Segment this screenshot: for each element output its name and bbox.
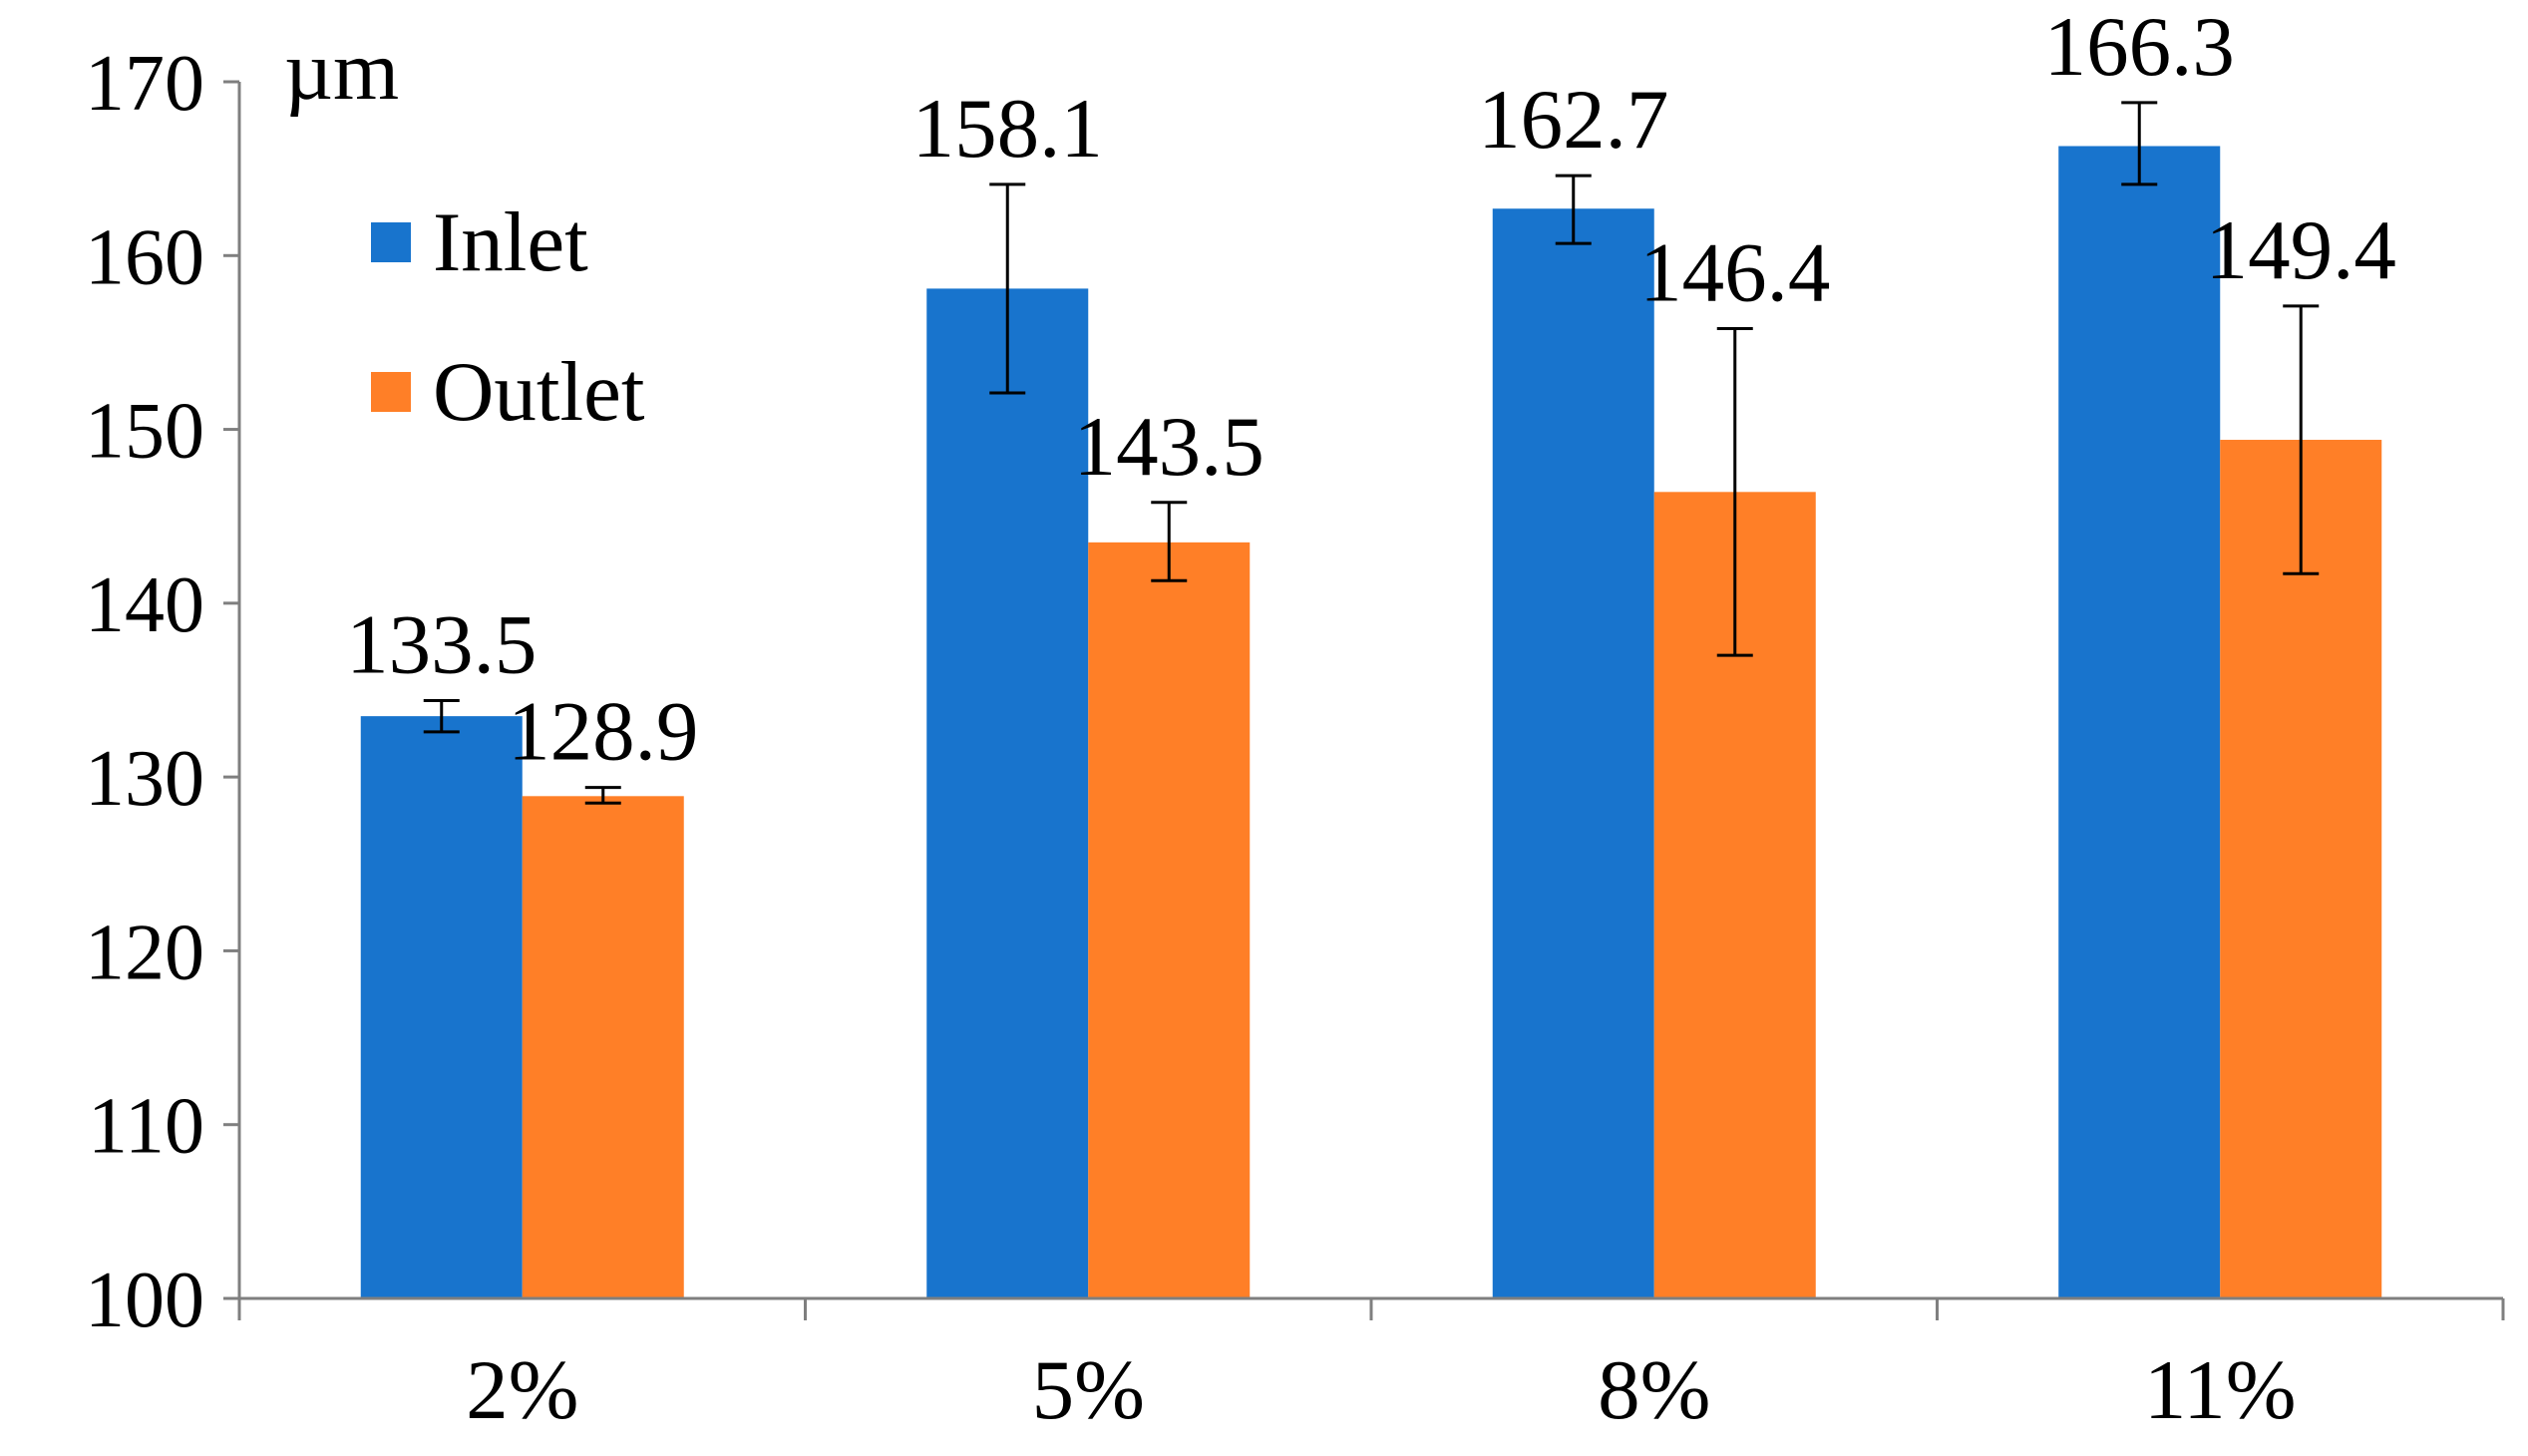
legend-swatch-outlet [371, 372, 411, 412]
legend-label-inlet: Inlet [433, 195, 588, 289]
data-label: 166.3 [2044, 0, 2235, 94]
y-tick-label: 140 [85, 561, 204, 649]
y-tick-label: 150 [85, 388, 204, 476]
bar-outlet-11% [2220, 440, 2382, 1298]
bar-outlet-2% [522, 796, 684, 1298]
x-tick-label: 2% [466, 1343, 578, 1437]
y-unit-label: µm [284, 24, 400, 118]
x-tick-label: 5% [1032, 1343, 1145, 1437]
y-tick-label: 100 [85, 1257, 204, 1344]
data-label: 128.9 [508, 685, 698, 779]
y-tick-label: 160 [85, 213, 204, 301]
y-tick-label: 170 [85, 40, 204, 128]
x-tick-label: 8% [1598, 1343, 1710, 1437]
legend: Inlet Outlet [371, 168, 644, 467]
legend-item-inlet: Inlet [371, 168, 644, 317]
data-label: 158.1 [912, 82, 1103, 176]
bar-inlet-8% [1492, 208, 1654, 1299]
y-tick-label: 120 [85, 909, 204, 996]
legend-item-outlet: Outlet [371, 317, 644, 467]
data-label: 133.5 [346, 597, 537, 691]
y-tick-label: 130 [85, 735, 204, 823]
bar-outlet-5% [1088, 542, 1251, 1298]
x-tick-label: 11% [2144, 1343, 2297, 1437]
data-label: 143.5 [1074, 400, 1264, 494]
data-label: 162.7 [1478, 73, 1668, 167]
data-label: 149.4 [2206, 203, 2396, 297]
legend-swatch-inlet [371, 222, 411, 262]
legend-label-outlet: Outlet [433, 345, 645, 439]
bar-inlet-5% [926, 288, 1089, 1298]
y-tick-label: 110 [88, 1083, 204, 1171]
bar-inlet-11% [2058, 146, 2221, 1298]
bar-inlet-2% [360, 716, 523, 1298]
data-label: 146.4 [1639, 225, 1830, 319]
